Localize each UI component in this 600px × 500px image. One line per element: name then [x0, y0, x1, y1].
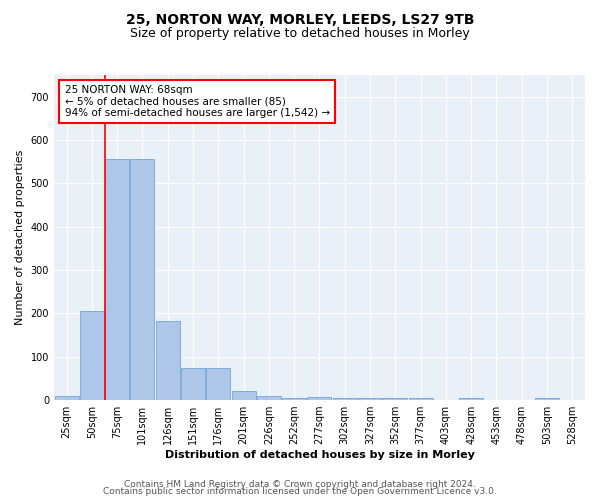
Bar: [409, 398, 433, 400]
Bar: [257, 396, 281, 400]
Text: 25 NORTON WAY: 68sqm
← 5% of detached houses are smaller (85)
94% of semi-detach: 25 NORTON WAY: 68sqm ← 5% of detached ho…: [65, 85, 329, 118]
Text: Contains HM Land Registry data © Crown copyright and database right 2024.: Contains HM Land Registry data © Crown c…: [124, 480, 476, 489]
Bar: [105, 158, 129, 400]
Bar: [181, 368, 205, 400]
Bar: [358, 398, 382, 400]
Bar: [307, 396, 331, 400]
Bar: [333, 398, 357, 400]
Text: Size of property relative to detached houses in Morley: Size of property relative to detached ho…: [130, 28, 470, 40]
Text: Contains public sector information licensed under the Open Government Licence v3: Contains public sector information licen…: [103, 487, 497, 496]
Text: 25, NORTON WAY, MORLEY, LEEDS, LS27 9TB: 25, NORTON WAY, MORLEY, LEEDS, LS27 9TB: [126, 12, 474, 26]
Bar: [232, 392, 256, 400]
Bar: [282, 398, 306, 400]
Bar: [55, 396, 79, 400]
Bar: [80, 311, 104, 400]
Bar: [383, 398, 407, 400]
Bar: [459, 398, 483, 400]
Bar: [156, 321, 180, 400]
Bar: [130, 158, 154, 400]
X-axis label: Distribution of detached houses by size in Morley: Distribution of detached houses by size …: [164, 450, 475, 460]
Bar: [206, 368, 230, 400]
Y-axis label: Number of detached properties: Number of detached properties: [15, 150, 25, 325]
Bar: [535, 398, 559, 400]
